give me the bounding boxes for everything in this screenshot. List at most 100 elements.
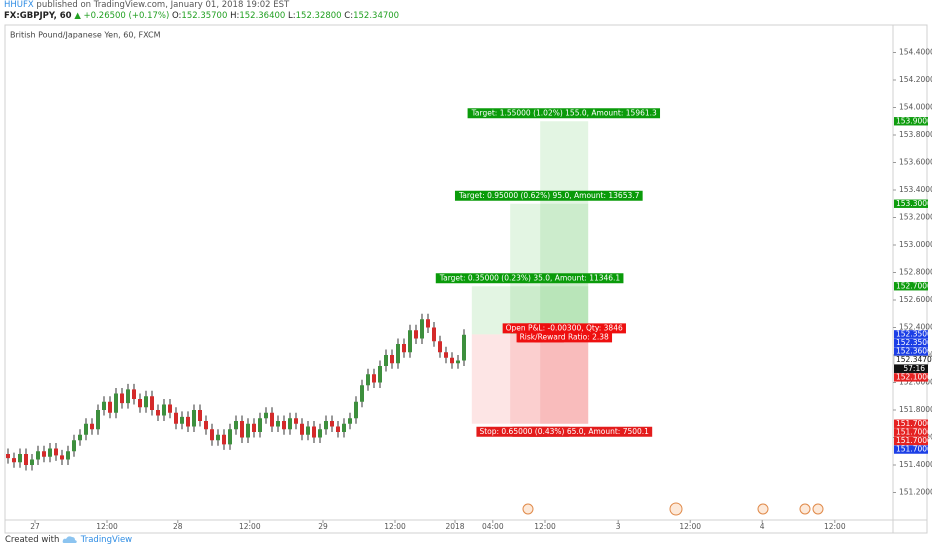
price-tag-label: 151.70000 [896, 445, 932, 454]
label-background [502, 323, 626, 334]
candle-body [408, 330, 412, 353]
candle-body [120, 393, 124, 404]
ohlc-key: L: [288, 11, 296, 21]
ohlc-key: C: [344, 11, 354, 21]
positions [471, 121, 589, 424]
candle-body [252, 423, 256, 432]
candle-body [84, 423, 88, 435]
candle-body [54, 448, 58, 456]
candle-body [414, 330, 418, 339]
price-tag-label: 152.35000 [896, 338, 932, 347]
position-label: Risk/Reward Ratio: 2.38 [520, 332, 609, 341]
candle-body [174, 412, 178, 424]
price-tag [894, 330, 928, 339]
event-icon[interactable] [799, 503, 811, 515]
candle-body [276, 421, 280, 427]
logo-cloud [62, 536, 77, 543]
price-tag [894, 428, 928, 437]
candle-body [12, 458, 16, 463]
price-tag-label: 152.10000 [896, 372, 932, 381]
label-background [467, 108, 661, 119]
position-label: Target: 0.35000 (0.23%) 35.0, Amount: 11… [439, 273, 621, 282]
event-icon[interactable] [669, 502, 683, 516]
position-label: Target: 0.95000 (0.62%) 95.0, Amount: 13… [458, 191, 640, 200]
candle-body [300, 423, 304, 435]
position-label: Open P&L: -0.00300, Qty: 3846 [506, 323, 623, 332]
price-tag [894, 282, 928, 291]
candle-body [366, 374, 370, 386]
candle-body [324, 421, 328, 430]
candle-body [162, 404, 166, 416]
x-tick-label: 12:00 [239, 522, 261, 531]
y-tick-label: 153.60000 [899, 158, 932, 167]
logo [62, 536, 77, 543]
target-zone [510, 203, 589, 335]
brand[interactable]: TradingView [80, 535, 133, 545]
countdown: 57:16 [903, 364, 925, 373]
x-tick-label: 4 [760, 522, 765, 531]
candle-body [30, 459, 34, 465]
chart-frame [4, 24, 928, 534]
x-tick-label: 04:00 [482, 522, 504, 531]
y-tick-label: 154.40000 [899, 48, 932, 57]
y-tick-label: 153.80000 [899, 130, 932, 139]
price-tag [894, 373, 928, 382]
candle-body [444, 352, 448, 358]
y-tick-label: 152.60000 [899, 295, 932, 304]
event-icon[interactable] [757, 503, 769, 515]
price-tag-label: 153.90000 [896, 116, 932, 125]
candle-body [342, 423, 346, 432]
y-tick-label: 153.00000 [899, 240, 932, 249]
y-tick-label: 154.00000 [899, 103, 932, 112]
candle-body [426, 319, 430, 328]
candle-body [66, 451, 70, 460]
candle-body [168, 404, 172, 413]
candle-body [318, 429, 322, 438]
y-tick-label: 152.00000 [899, 378, 932, 387]
target-zone [540, 121, 589, 335]
y-tick-label: 151.80000 [899, 405, 932, 414]
y-tick-label: 152.80000 [899, 268, 932, 277]
x-tick-label: 12:00 [534, 522, 556, 531]
symbol: FX:GBPJPY, 60 [4, 11, 72, 21]
x-tick-label: 28 [173, 522, 183, 531]
label-background [435, 273, 624, 284]
ohlc-value: 152.34700 [353, 11, 400, 21]
y-tick-label: 154.20000 [899, 75, 932, 84]
x-tick-label: 12:00 [679, 522, 701, 531]
x-tick-label: 27 [30, 522, 40, 531]
x-tick-label: 12:00 [824, 522, 846, 531]
stop-zone [471, 334, 589, 424]
price-tag [894, 445, 928, 454]
event-icon[interactable] [812, 503, 824, 515]
price-tag-label: 151.70000 [896, 436, 932, 445]
y-tick-label: 151.20000 [899, 488, 932, 497]
event-icon[interactable] [522, 503, 534, 515]
price-tag [894, 338, 928, 348]
candle-body [396, 344, 400, 364]
candle-body [24, 454, 28, 465]
ohlc-value: 152.35700 [181, 11, 228, 21]
candle-body [462, 334, 466, 361]
price-tag [893, 355, 929, 365]
candle-body [348, 418, 352, 424]
price-tag [894, 199, 928, 208]
candle-body [72, 440, 76, 452]
candle-body [60, 455, 64, 460]
candle-body [204, 421, 208, 430]
position-labels: Target: 0.35000 (0.23%) 35.0, Amount: 11… [435, 108, 661, 437]
y-tick-label: 152.40000 [899, 323, 932, 332]
author[interactable]: HHUFX [4, 0, 34, 10]
candle-body [144, 396, 148, 408]
candle-body [264, 412, 268, 419]
candle-body [234, 421, 238, 430]
candle-body [336, 426, 340, 432]
candle-body [378, 366, 382, 383]
candle-body [294, 418, 298, 424]
ohlc-value: 152.32800 [295, 11, 342, 21]
candle-body [306, 426, 310, 435]
candle-body [354, 401, 358, 419]
candle-body [216, 434, 220, 441]
candle-body [240, 421, 244, 438]
